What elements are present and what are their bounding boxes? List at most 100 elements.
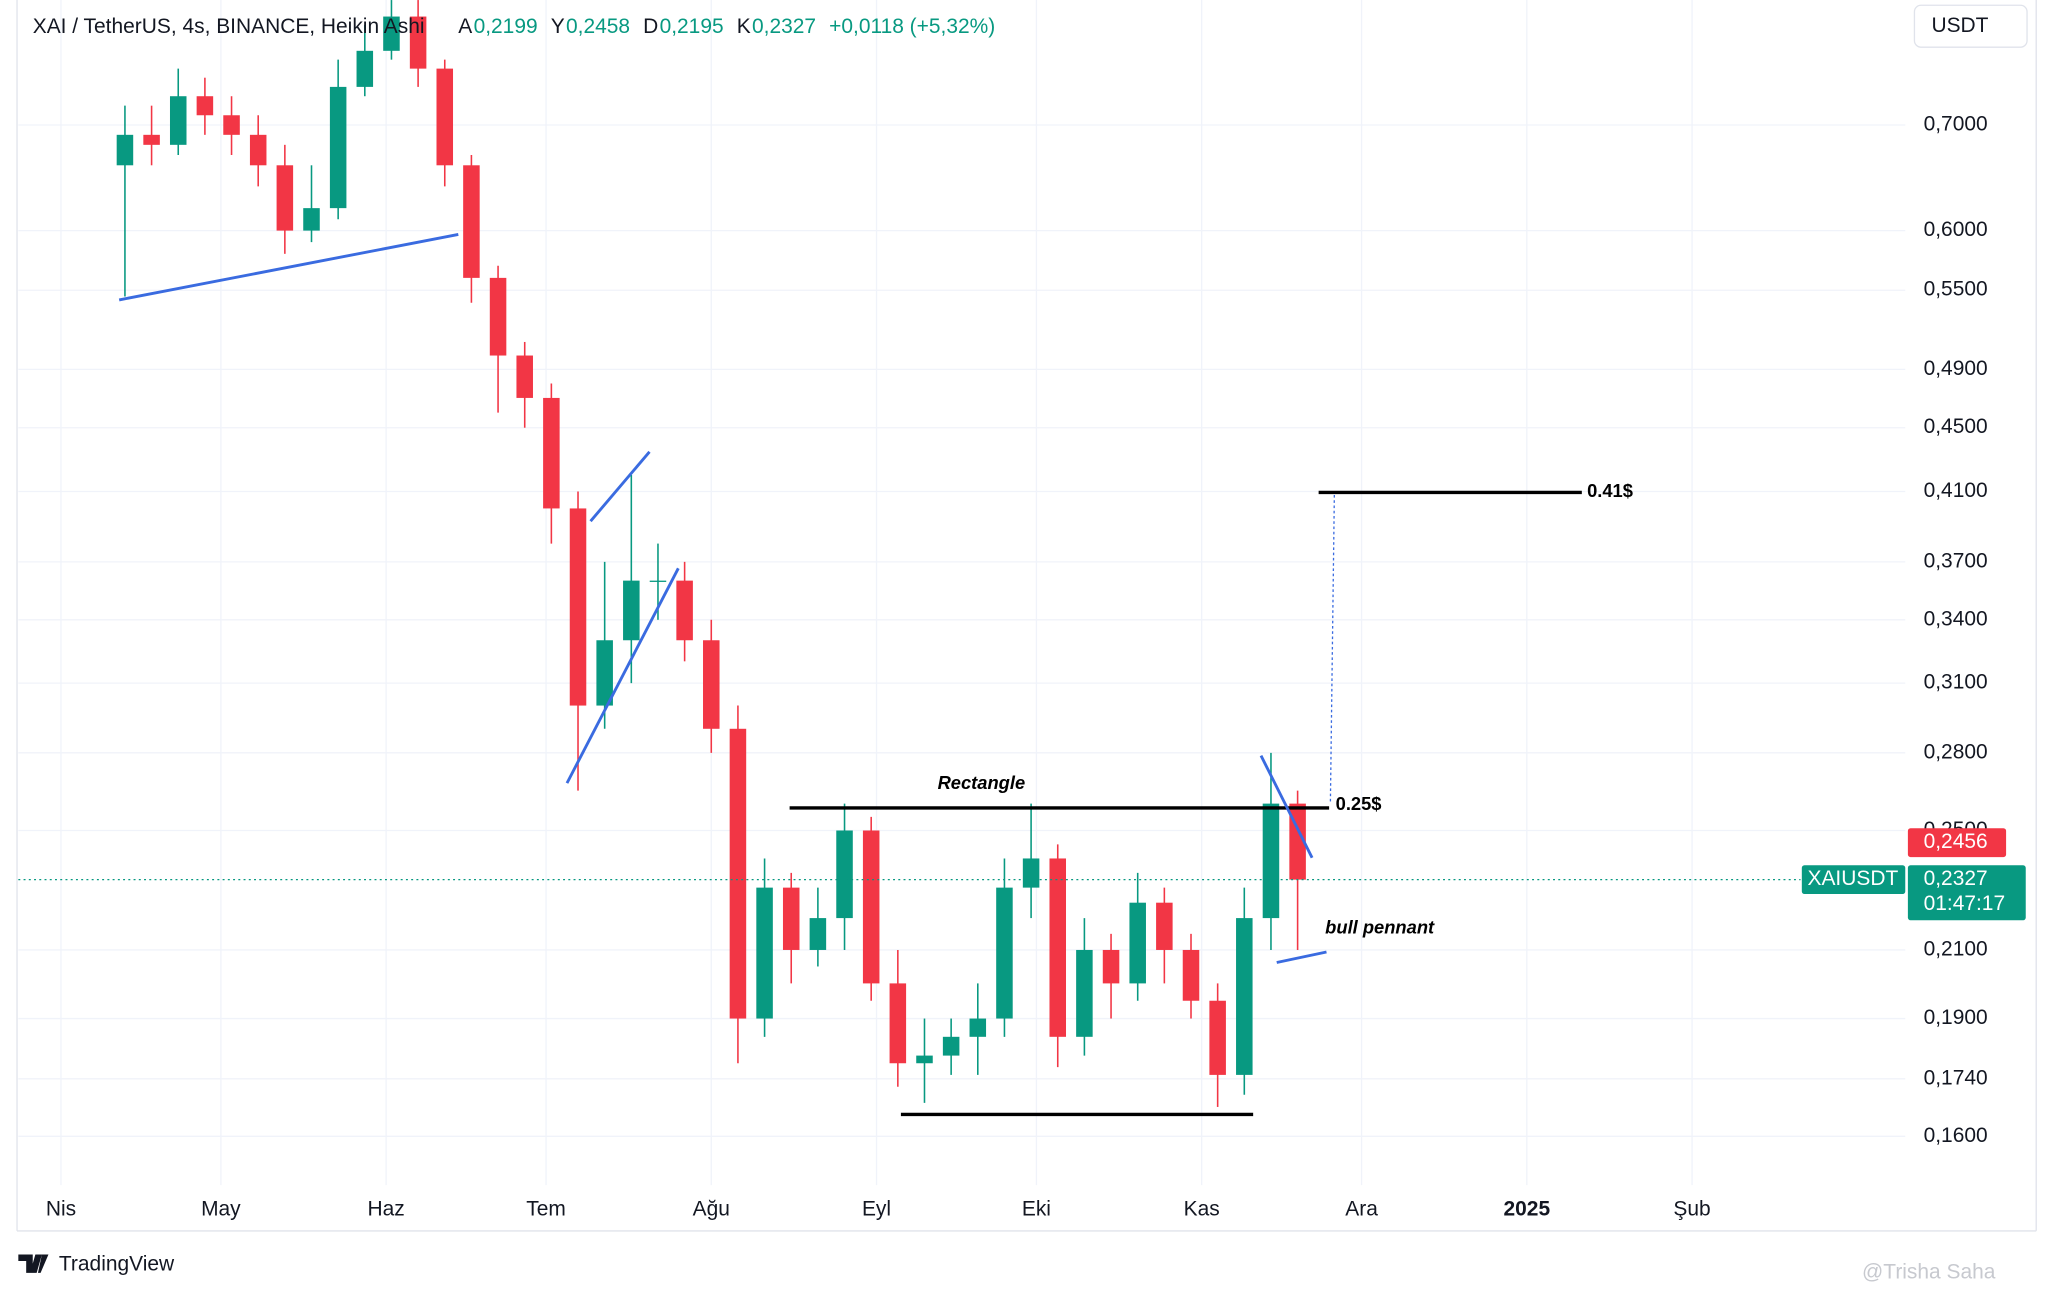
candle-body xyxy=(436,68,454,166)
header: XAI / TetherUS, 4s, BINANCE, Heikin Ashi… xyxy=(33,15,995,38)
y-tick-label: 0,2800 xyxy=(1924,740,1988,763)
ohlc-key: K xyxy=(737,15,751,38)
candle-body xyxy=(729,728,747,1019)
x-tick-label: Tem xyxy=(526,1198,566,1221)
candle-body xyxy=(169,96,187,145)
y-tick-label: 0,2100 xyxy=(1924,937,1988,960)
symbol-title: XAI / TetherUS, 4s, BINANCE, Heikin Ashi xyxy=(33,15,425,38)
grid xyxy=(18,0,1906,1186)
symbol-label: XAIUSDT xyxy=(1808,867,1899,890)
candle-body xyxy=(489,277,507,356)
candle-body xyxy=(756,887,773,1019)
candle-body xyxy=(996,887,1013,1019)
candle-body xyxy=(569,508,587,706)
candle-body xyxy=(1236,918,1253,1075)
countdown: 01:47:17 xyxy=(1924,892,2006,915)
candle-body xyxy=(1102,949,1120,984)
candle-body xyxy=(329,86,347,209)
ohlc-key: A xyxy=(458,15,472,38)
x-tick-label: May xyxy=(201,1198,241,1221)
candle-body xyxy=(409,16,427,69)
ohlc-value: 0,2327 xyxy=(752,15,816,38)
x-tick-label: Eki xyxy=(1022,1198,1051,1221)
ohlc-value: 0,2199 xyxy=(474,15,538,38)
x-tick-label: Eyl xyxy=(862,1198,891,1221)
y-tick-label: 0,4500 xyxy=(1924,415,1988,438)
y-tick-label: 0,3700 xyxy=(1924,549,1988,572)
ohlc-key: D xyxy=(643,15,658,38)
currency-button[interactable] xyxy=(1913,4,2028,48)
currency[interactable]: USDT xyxy=(1931,14,1988,37)
candle-body xyxy=(942,1036,960,1056)
y-tick-label: 0,3100 xyxy=(1924,671,1988,694)
candle-body xyxy=(303,208,320,231)
candle-body xyxy=(969,1018,987,1037)
candle-body xyxy=(1209,1000,1226,1075)
axes: 0,7000 0,6000 0,5500 0,4900 0,4500 0,4100 0,37… xyxy=(18,113,2026,1221)
price-badge xyxy=(1907,865,2026,921)
y-tick-label: 0,3400 xyxy=(1924,607,1988,630)
candle-body xyxy=(676,580,693,641)
candle-body xyxy=(543,397,560,509)
candle-body xyxy=(623,580,640,641)
ohlc-value: 0,2195 xyxy=(660,15,724,38)
x-tick-label: Nis xyxy=(46,1198,76,1221)
candle-body xyxy=(516,355,533,398)
candle-body xyxy=(196,96,214,116)
target-projection xyxy=(1329,495,1335,802)
x-tick-label: Şub xyxy=(1673,1198,1710,1221)
ohlc-value: 0,2458 xyxy=(566,15,630,38)
y-tick-label: 0,5500 xyxy=(1924,278,1988,301)
candle-body xyxy=(356,50,374,87)
candle-body xyxy=(249,134,267,166)
x-tick-label: Ağu xyxy=(693,1198,730,1221)
y-tick-label: 0,6000 xyxy=(1924,218,1988,241)
y-tick-label: 0,1600 xyxy=(1924,1124,1988,1147)
candle-body xyxy=(1022,858,1040,888)
candle-body xyxy=(1049,858,1067,1037)
x-tick-label: Haz xyxy=(368,1198,405,1221)
price-change: +0,0118 (+5,32%) xyxy=(829,15,995,38)
candle-body xyxy=(1182,949,1200,1001)
y-tick-label: 0,4100 xyxy=(1924,479,1988,502)
trend-line xyxy=(589,450,651,523)
candle-body xyxy=(596,640,613,706)
x-tick-label: 2025 xyxy=(1504,1198,1551,1221)
candle-body xyxy=(116,134,134,166)
footer: TradingView @Trisha Saha xyxy=(18,1253,1996,1283)
y-tick-label: 0,7000 xyxy=(1924,113,1988,136)
trend-line xyxy=(565,567,680,784)
logo xyxy=(18,1254,49,1273)
candle-body xyxy=(143,134,160,145)
candle-body xyxy=(1076,949,1093,1037)
price-label: 0,2327 xyxy=(1924,867,1988,890)
candle-body xyxy=(1129,902,1146,984)
brand: TradingView xyxy=(59,1253,175,1276)
candle-body xyxy=(1262,803,1280,919)
price-label: 0,2456 xyxy=(1924,830,1988,853)
candle-body xyxy=(703,640,720,729)
candle-body xyxy=(276,165,294,231)
candle-body xyxy=(782,887,800,950)
y-tick-label: 0,4900 xyxy=(1924,357,1988,380)
trend-line xyxy=(118,233,459,302)
ohlc-key: Y xyxy=(551,15,565,38)
candle-body xyxy=(809,918,827,950)
candle-body xyxy=(649,580,667,582)
candle-body xyxy=(223,115,240,135)
annotation: bull pennant xyxy=(1325,916,1435,937)
candle-body xyxy=(1156,902,1173,950)
x-tick-label: Ara xyxy=(1345,1198,1378,1221)
candle-body xyxy=(862,830,880,984)
pennant-top xyxy=(1259,754,1314,859)
y-tick-label: 0,1900 xyxy=(1924,1006,1988,1029)
candle-body xyxy=(383,16,400,51)
candle-body xyxy=(889,983,907,1064)
annotation: Rectangle xyxy=(938,772,1026,793)
candle-body xyxy=(916,1055,933,1064)
annotation: 0.41$ xyxy=(1587,480,1633,501)
candle-body xyxy=(463,165,480,278)
y-tick-label: 0,1740 xyxy=(1924,1066,1988,1089)
symbol-badge xyxy=(1801,865,1906,895)
